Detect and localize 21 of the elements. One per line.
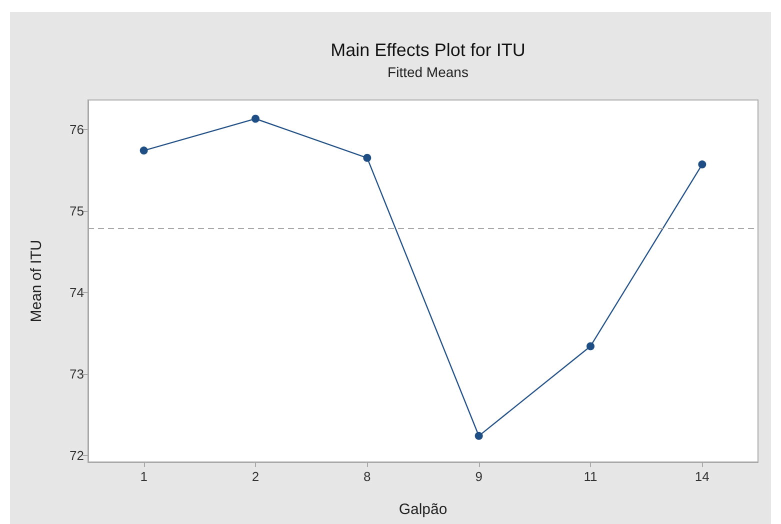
x-axis-title: Galpão: [398, 501, 448, 518]
point: [474, 432, 483, 440]
y-axis-title: Mean of ITU: [28, 240, 45, 322]
y-tick-label: 74: [70, 284, 84, 300]
point: [252, 114, 260, 123]
x-tick-label: 1: [140, 469, 148, 484]
y-tick-label: 76: [70, 122, 84, 137]
point: [698, 160, 706, 168]
x-tick-label: 2: [252, 469, 260, 484]
x-tick-label: 8: [364, 469, 371, 484]
point: [140, 146, 148, 155]
y-tick-label: 72: [70, 448, 84, 463]
y-tick-label: 75: [70, 203, 84, 218]
point: [363, 154, 372, 162]
chart-subtitle: Fitted Means: [388, 64, 468, 80]
point: [586, 342, 594, 350]
chart-title: Main Effects Plot for ITU: [330, 40, 526, 60]
x-tick-label: 9: [475, 469, 482, 484]
y-tick-label: 73: [70, 366, 84, 382]
x-tick-label: 14: [694, 469, 710, 484]
x-tick-label: 11: [584, 469, 598, 484]
